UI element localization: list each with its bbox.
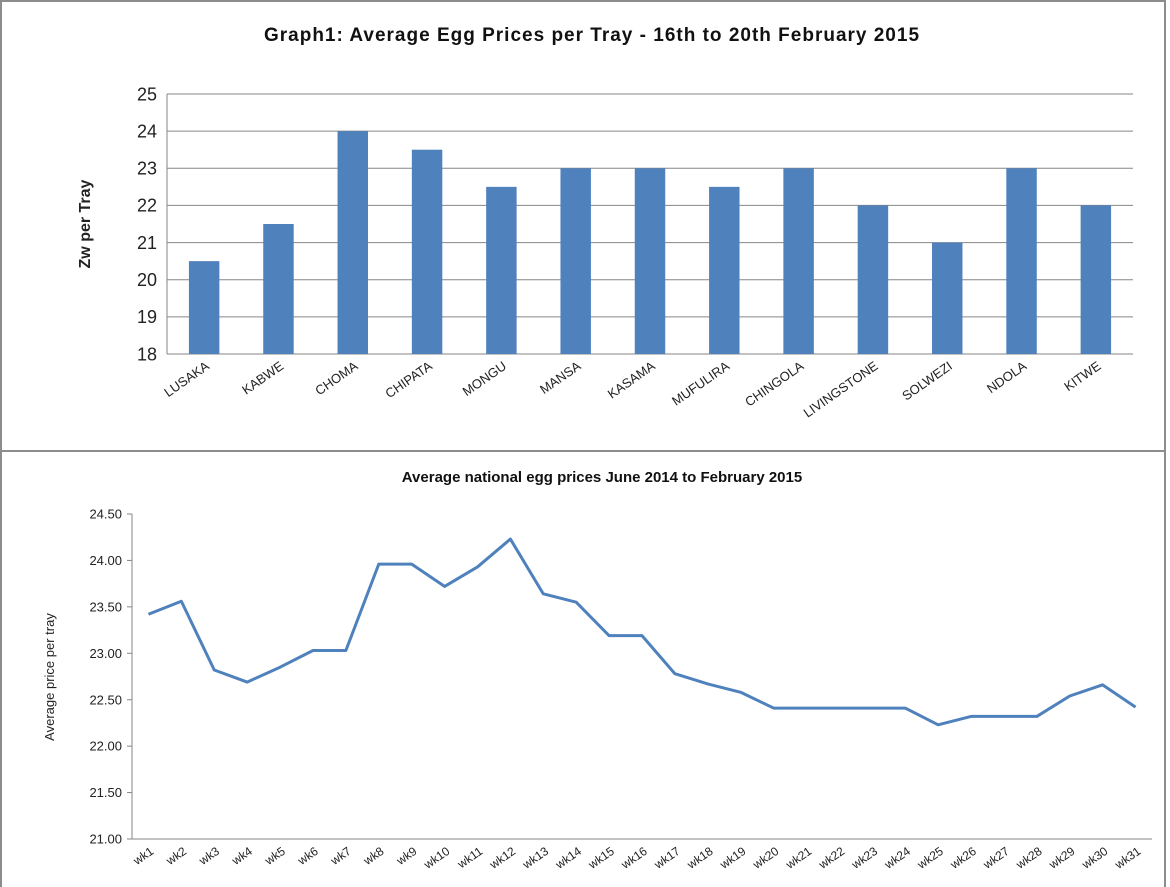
bar [560,168,591,354]
x-tick-label: wk25 [914,844,946,872]
x-tick-label: wk6 [294,844,321,868]
x-tick-label: wk22 [815,844,847,872]
bar [486,186,517,354]
x-tick-label: CHIPATA [382,358,435,401]
x-tick-label: wk28 [1013,844,1045,872]
x-tick-label: CHOMA [312,358,361,398]
bar [188,261,220,354]
x-tick-label: wk16 [618,844,650,872]
y-axis-label: Zw per Tray [77,179,94,268]
x-tick-label: wk26 [947,844,979,872]
y-axis-label: Average price per tray [42,613,57,741]
x-tick-label: wk3 [196,844,223,868]
x-tick-label: wk14 [552,844,584,872]
chart-title: Average national egg prices June 2014 to… [401,469,803,486]
y-tick-label: 21 [137,233,157,253]
y-tick-label: 24.00 [89,553,122,568]
x-tick-label: wk21 [782,844,814,872]
y-tick-label: 25 [137,84,157,104]
bar [263,224,294,354]
y-tick-label: 24.50 [89,507,122,522]
bar [857,205,889,354]
x-tick-label: wk13 [519,844,551,872]
x-tick-label: wk7 [327,844,354,868]
x-tick-label: CHINGOLA [742,358,806,409]
bar [709,186,740,354]
x-tick-label: wk19 [717,844,749,872]
x-tick-label: wk9 [393,844,420,868]
x-tick-label: wk1 [130,844,157,868]
bar [1006,168,1037,354]
x-tick-label: wk10 [421,844,453,872]
x-tick-label: wk31 [1111,844,1143,872]
x-tick-label: wk4 [229,844,256,868]
y-tick-label: 23 [137,159,157,179]
x-tick-label: wk11 [454,844,485,872]
chart-panel: Average national egg prices June 2014 to… [0,450,1166,887]
x-tick-label: SOLWEZI [899,358,955,403]
chart-title: Graph1: Average Egg Prices per Tray - 16… [263,25,921,46]
x-tick-label: wk18 [684,844,716,872]
x-tick-label: MUFULIRA [669,358,732,409]
bar [783,168,814,354]
chart-panel: Graph1: Average Egg Prices per Tray - 16… [0,0,1166,452]
x-tick-label: wk2 [163,844,190,868]
x-tick-label: KITWE [1061,358,1104,394]
x-tick-label: wk30 [1079,844,1111,872]
x-tick-label: NDOLA [984,358,1030,396]
bar [931,242,963,354]
x-tick-label: LUSAKA [161,358,212,400]
x-tick-label: wk17 [651,844,683,872]
y-tick-label: 21.00 [89,832,122,847]
x-tick-label: KABWE [239,358,286,397]
x-tick-label: wk27 [980,844,1012,872]
chart: 21.00 21.50 22.00 22.50 23.00 23.50 24.00 24.50… [42,507,1152,872]
x-tick-label: wk24 [881,844,913,872]
bar [411,149,443,354]
x-tick-label: MANSA [537,358,584,397]
x-tick-label: wk8 [360,844,387,868]
x-tick-label: wk12 [486,844,518,872]
x-tick-label: wk5 [261,844,288,868]
x-tick-label: wk20 [750,844,782,872]
x-tick-label: wk15 [585,844,617,872]
x-tick-label: LIVINGSTONE [801,358,881,420]
y-tick-label: 19 [137,307,157,327]
x-tick-label: KASAMA [605,358,658,402]
y-tick-label: 22.00 [89,739,122,754]
chart: 18 19 20 21 22 23 24 25 Zw per Tray LUSAKA KABWE CH… [77,84,1133,420]
y-tick-label: 18 [137,344,157,364]
y-tick-label: 24 [137,121,157,141]
bar [1080,205,1112,354]
y-tick-label: 23.50 [89,599,122,614]
y-tick-label: 22.50 [89,692,122,707]
y-tick-label: 20 [137,270,157,290]
x-tick-label: wk29 [1046,844,1078,872]
line [147,537,1137,727]
x-tick-label: MONGU [460,358,509,399]
bar [634,168,666,354]
x-tick-label: wk23 [848,844,880,872]
y-tick-label: 22 [137,196,157,216]
bar [337,131,369,354]
y-tick-label: 23.00 [89,646,122,661]
y-tick-label: 21.50 [89,785,122,800]
